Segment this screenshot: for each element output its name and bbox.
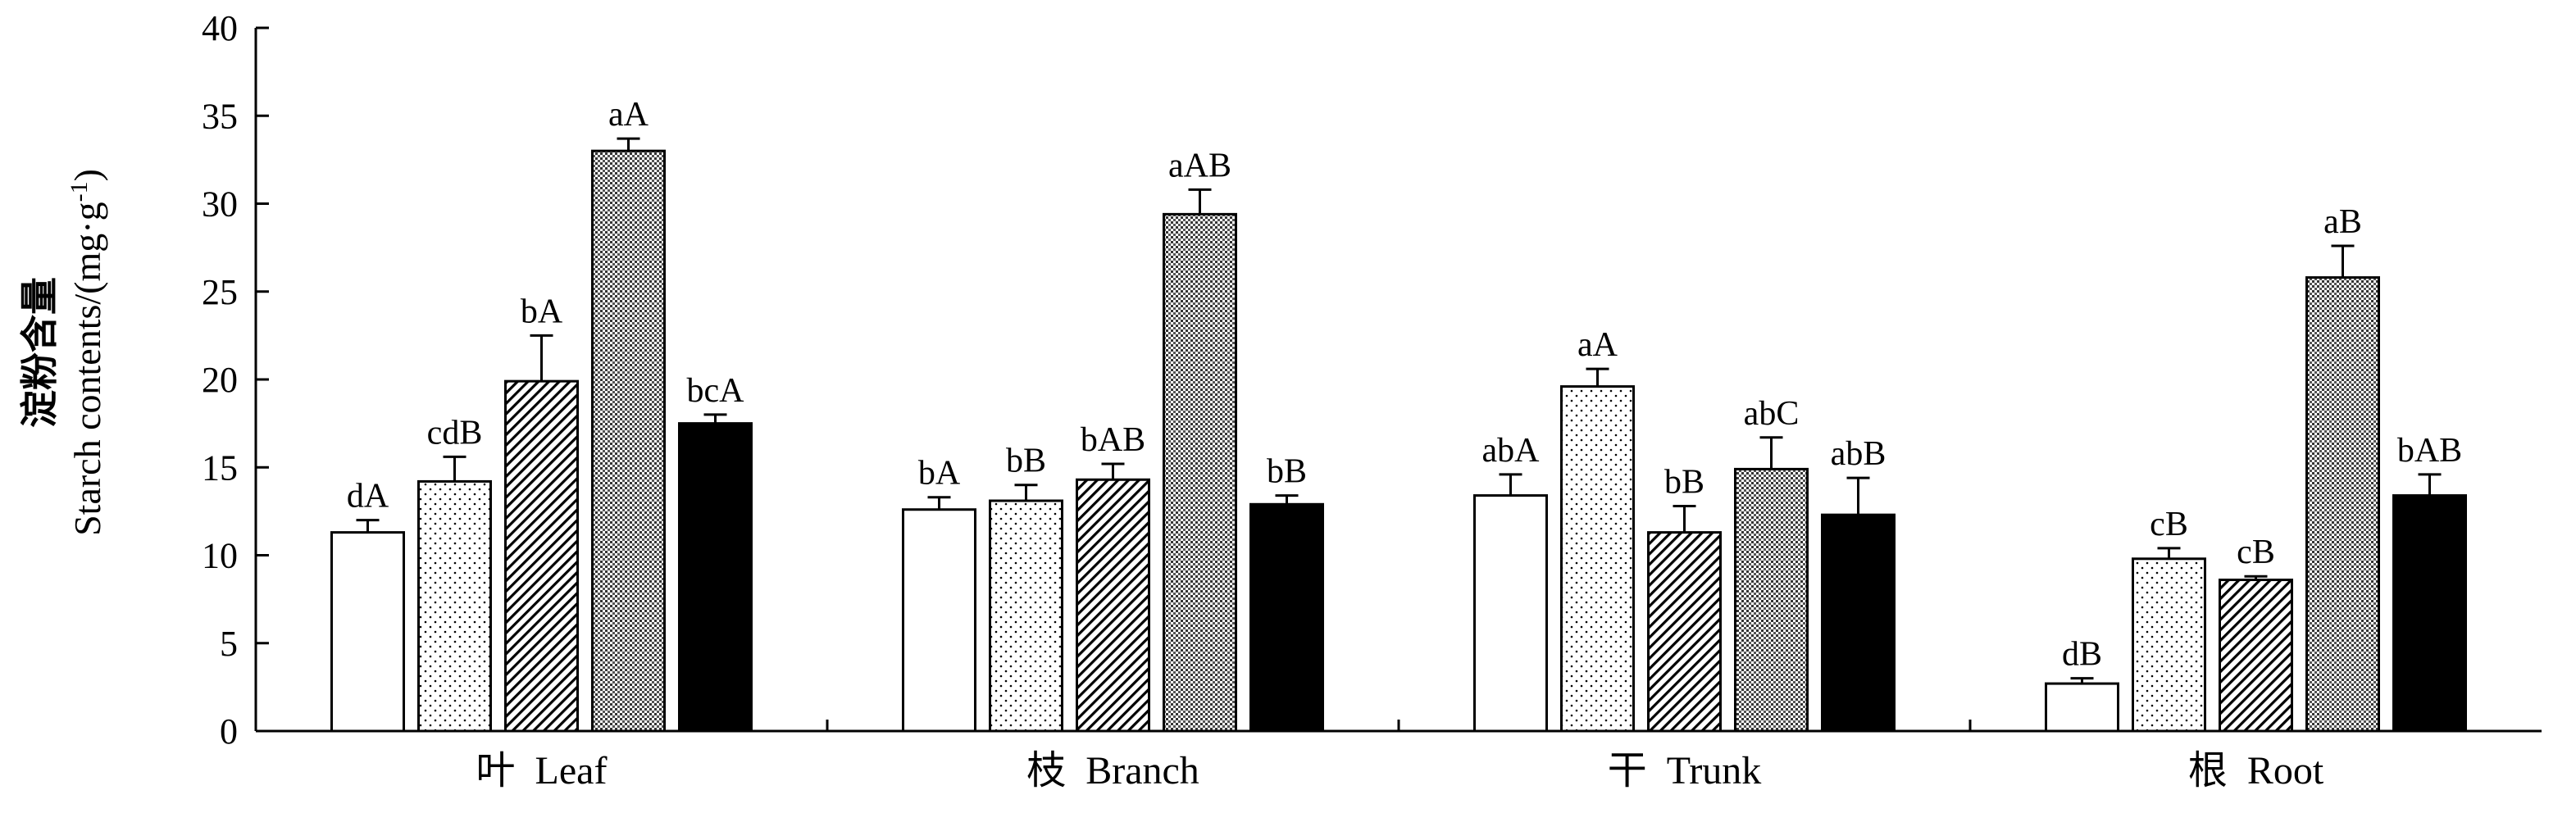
bar — [330, 531, 405, 733]
significance-label: cB — [2237, 534, 2275, 571]
bar — [678, 422, 753, 733]
bar — [989, 499, 1063, 733]
significance-label: aA — [608, 96, 649, 134]
significance-label: bB — [1006, 443, 1046, 480]
y-tick-label: 15 — [202, 447, 238, 488]
significance-label: aA — [1577, 326, 1618, 364]
bar — [2045, 682, 2119, 733]
y-tick-label: 20 — [202, 360, 238, 400]
y-tick-label: 35 — [202, 96, 238, 136]
bar — [902, 508, 976, 733]
category-label: 根 Root — [2188, 749, 2324, 793]
category-label: 枝 Branch — [1026, 749, 1199, 793]
significance-label: abA — [1482, 432, 1541, 470]
y-tick-label: 25 — [202, 272, 238, 312]
bar — [1163, 212, 1237, 733]
significance-label: bAB — [1081, 421, 1145, 459]
y-tick-label: 40 — [202, 8, 238, 48]
significance-label: bA — [521, 293, 563, 330]
significance-label: bB — [1664, 463, 1704, 501]
bar — [1647, 531, 1722, 733]
bar — [417, 479, 492, 733]
significance-label: cdB — [427, 414, 483, 452]
y-tick-label: 0 — [220, 711, 238, 752]
bar — [2219, 579, 2293, 733]
bar — [1734, 467, 1809, 733]
bar — [2392, 494, 2467, 733]
category-label: 干 Trunk — [1608, 749, 1762, 793]
category-label: 叶 Leaf — [476, 749, 608, 793]
y-tick-label: 10 — [202, 536, 238, 576]
y-tick-label: 30 — [202, 184, 238, 225]
bar — [504, 379, 579, 733]
bars — [330, 137, 2467, 733]
significance-label: bcA — [687, 372, 745, 410]
significance-label: bAB — [2397, 432, 2462, 470]
significance-label: abC — [1744, 395, 1800, 433]
bar — [1249, 502, 1324, 733]
significance-label: dA — [347, 478, 389, 516]
significance-label: bB — [1267, 453, 1307, 491]
significance-label: abB — [1831, 435, 1886, 473]
bar — [1560, 385, 1635, 733]
bar — [2305, 276, 2380, 733]
labels: dA cdB bA aA bcA 叶 Leaf bA bB bAB aAB bB 枝 Branch ab… — [347, 96, 2462, 793]
significance-label: cB — [2150, 506, 2188, 543]
y-axis-label-cn: 淀粉含量 — [19, 277, 61, 428]
y-tick-label: 5 — [220, 624, 238, 664]
y-axis-label: 淀粉含量 Starch contents/(mg·g-1) — [19, 169, 108, 536]
bar — [1473, 494, 1548, 733]
bar — [1076, 478, 1150, 733]
significance-label: aAB — [1168, 147, 1231, 184]
significance-label: bA — [918, 455, 961, 493]
significance-label: dB — [2062, 636, 2102, 674]
bar — [2132, 557, 2206, 733]
bar — [1821, 513, 1896, 733]
significance-label: aB — [2323, 203, 2362, 241]
bar — [591, 149, 666, 733]
y-axis-label-en: Starch contents/(mg·g-1) — [66, 169, 109, 536]
